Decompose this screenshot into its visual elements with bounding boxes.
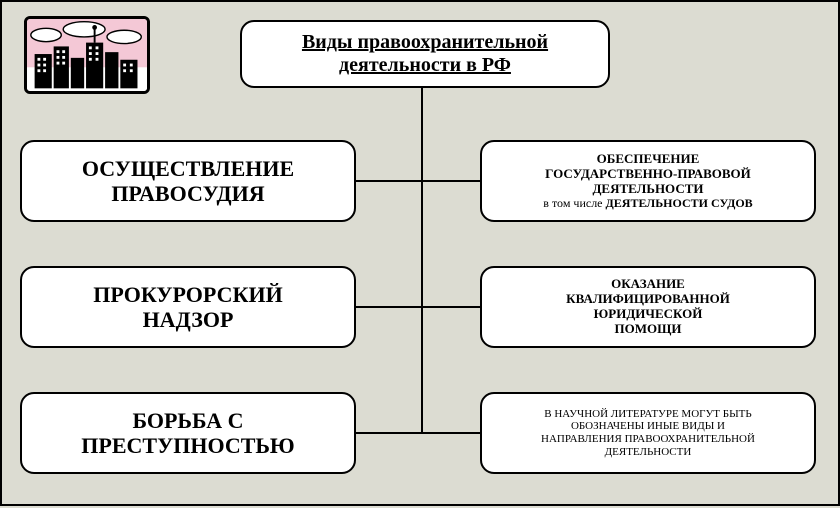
text-line: ГОСУДАРСТВЕННО-ПРАВОВОЙ [543,167,752,182]
node-prosecutor: ПРОКУРОРСКИЙ НАДЗОР [20,266,356,348]
title-node: Виды правоохранительной деятельности в Р… [240,20,610,88]
node-crime: БОРЬБА С ПРЕСТУПНОСТЬЮ [20,392,356,474]
text-line: в том числе ДЕЯТЕЛЬНОСТИ СУДОВ [543,197,752,211]
text-line: В НАУЧНОЙ ЛИТЕРАТУРЕ МОГУТ БЫТЬ [544,408,751,420]
text-line: НАДЗОР [143,307,234,332]
text-line: ОКАЗАНИЕ [611,276,685,291]
title-line2: деятельности в РФ [339,54,511,76]
title-line1: Виды правоохранительной [302,31,548,53]
node-state-legal-support: ОБЕСПЕЧЕНИЕ ГОСУДАРСТВЕННО-ПРАВОВОЙ ДЕЯТ… [480,140,816,222]
text-line: ЮРИДИЧЕСКОЙ [594,306,703,321]
text-line: ПРОКУРОРСКИЙ [93,282,282,307]
text-line: НАПРАВЛЕНИЯ ПРАВООХРАНИТЕЛЬНОЙ [541,433,755,445]
text-line: ПРЕСТУПНОСТЬЮ [81,433,294,458]
city-skyline-icon [24,16,150,94]
text-line: ПОМОЩИ [614,321,681,336]
text-line: БОРЬБА С [132,408,243,433]
text-line: ОБЕСПЕЧЕНИЕ [543,152,752,167]
text-plain: в том числе [543,196,605,210]
text-line: ДЕЯТЕЛЬНОСТИ [605,446,692,458]
text-bold: ДЕЯТЕЛЬНОСТИ СУДОВ [606,196,753,210]
node-justice: ОСУЩЕСТВЛЕНИЕ ПРАВОСУДИЯ [20,140,356,222]
text-line: ОСУЩЕСТВЛЕНИЕ [82,156,294,181]
text-line: КВАЛИФИЦИРОВАННОЙ [566,291,730,306]
node-legal-aid: ОКАЗАНИЕ КВАЛИФИЦИРОВАННОЙ ЮРИДИЧЕСКОЙ П… [480,266,816,348]
text-line: ОБОЗНАЧЕНЫ ИНЫЕ ВИДЫ И [571,420,725,432]
text-line: ДЕЯТЕЛЬНОСТИ [543,182,752,197]
text-line: ПРАВОСУДИЯ [111,181,264,206]
node-literature-note: В НАУЧНОЙ ЛИТЕРАТУРЕ МОГУТ БЫТЬ ОБОЗНАЧЕ… [480,392,816,474]
